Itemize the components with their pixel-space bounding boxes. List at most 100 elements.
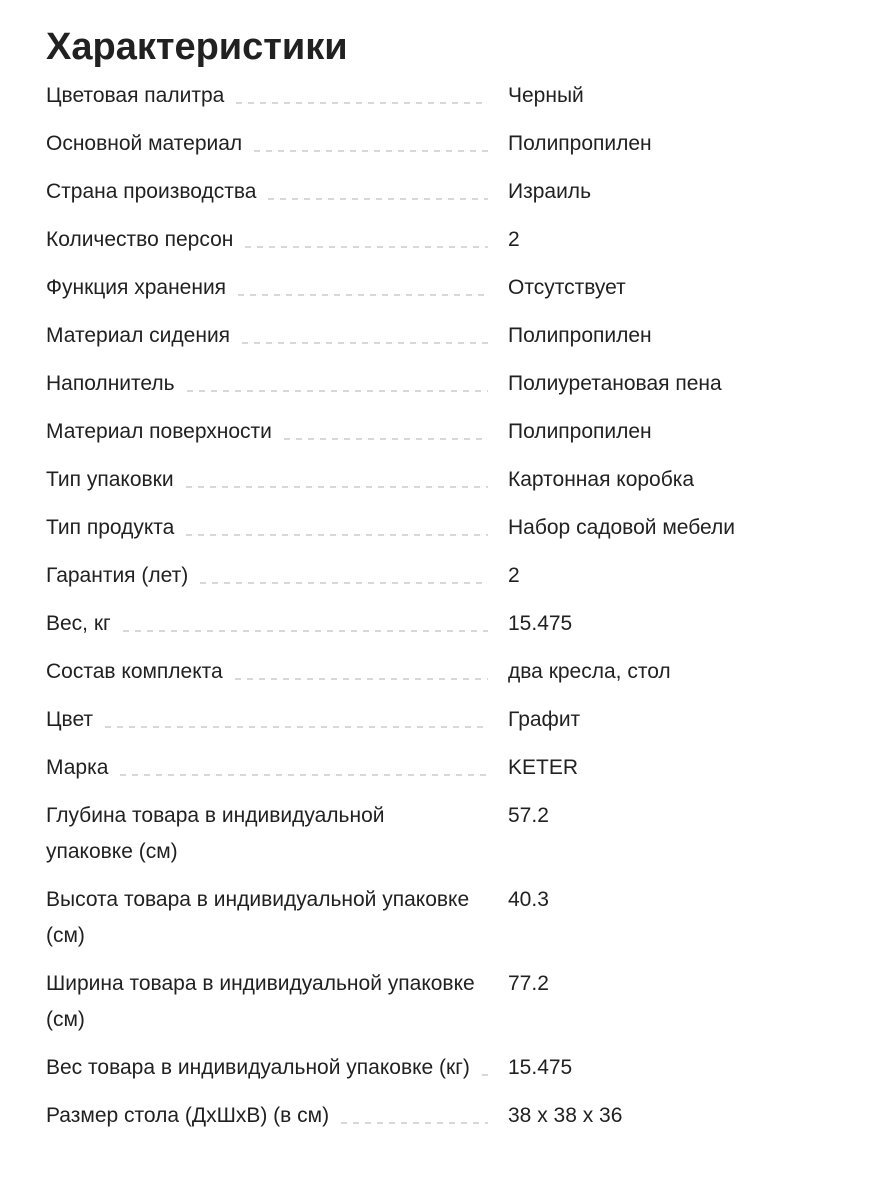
spec-value: 77.2: [508, 972, 549, 995]
spec-value: KETER: [508, 756, 579, 779]
spec-value: Графит: [508, 708, 581, 731]
spec-label: Марка: [46, 756, 109, 779]
spec-label: Цветовая палитра: [46, 84, 225, 107]
spec-label-cell: Марка: [46, 750, 508, 786]
dotted-leader: [105, 726, 488, 728]
spec-row: Размер стола (ДхШхВ) (в см) 38 x 38 x 36: [46, 1098, 826, 1134]
spec-value: 15.475: [508, 1056, 573, 1079]
spec-row: Материал сидения Полипропилен: [46, 318, 826, 354]
spec-label-cell: Страна производства: [46, 174, 508, 210]
spec-row: Цветовая палитра Черный: [46, 78, 826, 114]
dotted-leader: [238, 294, 488, 296]
spec-row: Ширина товара в индивидуальной упаковке …: [46, 966, 826, 1038]
spec-label: Ширина товара в индивидуальной упаковке …: [46, 972, 475, 1031]
spec-label-cell: Функция хранения: [46, 270, 508, 306]
spec-label-cell: Размер стола (ДхШхВ) (в см): [46, 1098, 508, 1134]
dotted-leader: [185, 486, 488, 488]
spec-label-cell: Глубина товара в индивидуальной упаковке…: [46, 798, 508, 870]
spec-label-cell: Тип упаковки: [46, 462, 508, 498]
spec-row: Материал поверхности Полипропилен: [46, 414, 826, 450]
spec-value: Отсутствует: [508, 276, 626, 299]
spec-value: два кресла, стол: [508, 660, 671, 683]
spec-label: Вес, кг: [46, 612, 111, 635]
spec-label-cell: Наполнитель: [46, 366, 508, 402]
spec-row: Высота товара в индивидуальной упаковке …: [46, 882, 826, 954]
spec-label: Функция хранения: [46, 276, 227, 299]
specs-list: Цветовая палитра Черный Основной материа…: [46, 78, 826, 1134]
spec-row: Вес товара в индивидуальной упаковке (кг…: [46, 1050, 826, 1086]
dotted-leader: [186, 534, 488, 536]
spec-label: Страна производства: [46, 180, 257, 203]
spec-label: Глубина товара в индивидуальной упаковке…: [46, 804, 385, 863]
spec-value: Полипропилен: [508, 420, 652, 443]
spec-label-cell: Высота товара в индивидуальной упаковке …: [46, 882, 508, 954]
spec-label: Материал сидения: [46, 324, 231, 347]
spec-value: Полипропилен: [508, 324, 652, 347]
spec-row: Цвет Графит: [46, 702, 826, 738]
dotted-leader: [242, 342, 488, 344]
page-title: Характеристики: [46, 26, 348, 68]
spec-value: 57.2: [508, 804, 549, 827]
dotted-leader: [254, 150, 488, 152]
spec-label: Размер стола (ДхШхВ) (в см): [46, 1104, 330, 1127]
dotted-leader: [481, 1074, 488, 1076]
spec-label: Тип упаковки: [46, 468, 174, 491]
dotted-leader: [200, 582, 488, 584]
spec-row: Состав комплекта два кресла, стол: [46, 654, 826, 690]
spec-label: Вес товара в индивидуальной упаковке (кг…: [46, 1056, 470, 1079]
dotted-leader: [245, 246, 488, 248]
spec-label-cell: Материал поверхности: [46, 414, 508, 450]
spec-label: Количество персон: [46, 228, 234, 251]
spec-label-cell: Вес, кг: [46, 606, 508, 642]
spec-label-cell: Ширина товара в индивидуальной упаковке …: [46, 966, 508, 1038]
spec-label-cell: Основной материал: [46, 126, 508, 162]
spec-label: Цвет: [46, 708, 94, 731]
spec-row: Функция хранения Отсутствует: [46, 270, 826, 306]
spec-label-cell: Цвет: [46, 702, 508, 738]
spec-row: Вес, кг 15.475: [46, 606, 826, 642]
spec-label: Материал поверхности: [46, 420, 272, 443]
spec-label: Состав комплекта: [46, 660, 223, 683]
spec-value: Картонная коробка: [508, 468, 695, 491]
dotted-leader: [186, 390, 488, 392]
dotted-leader: [283, 438, 488, 440]
spec-label: Тип продукта: [46, 516, 175, 539]
spec-label-cell: Материал сидения: [46, 318, 508, 354]
spec-value: 2: [508, 564, 520, 587]
spec-value: 40.3: [508, 888, 549, 911]
dotted-leader: [236, 102, 488, 104]
spec-value: 15.475: [508, 612, 573, 635]
spec-label-cell: Вес товара в индивидуальной упаковке (кг…: [46, 1050, 508, 1086]
dotted-leader: [122, 630, 488, 632]
spec-value: 38 x 38 x 36: [508, 1104, 623, 1127]
spec-value: Израиль: [508, 180, 592, 203]
spec-row: Основной материал Полипропилен: [46, 126, 826, 162]
spec-label-cell: Гарантия (лет): [46, 558, 508, 594]
dotted-leader: [268, 198, 488, 200]
spec-value: Полипропилен: [508, 132, 652, 155]
spec-value: Набор садовой мебели: [508, 516, 735, 539]
spec-row: Марка KETER: [46, 750, 826, 786]
spec-value: Черный: [508, 84, 584, 107]
spec-row: Количество персон 2: [46, 222, 826, 258]
spec-label-cell: Цветовая палитра: [46, 78, 508, 114]
dotted-leader: [234, 678, 488, 680]
spec-value: 2: [508, 228, 520, 251]
spec-row: Тип упаковки Картонная коробка: [46, 462, 826, 498]
spec-label: Гарантия (лет): [46, 564, 189, 587]
dotted-leader: [120, 774, 488, 776]
dotted-leader: [341, 1122, 488, 1124]
spec-value: Полиуретановая пена: [508, 372, 722, 395]
spec-row: Глубина товара в индивидуальной упаковке…: [46, 798, 826, 870]
spec-row: Тип продукта Набор садовой мебели: [46, 510, 826, 546]
spec-row: Гарантия (лет) 2: [46, 558, 826, 594]
spec-label-cell: Состав комплекта: [46, 654, 508, 690]
spec-label: Основной материал: [46, 132, 243, 155]
spec-row: Наполнитель Полиуретановая пена: [46, 366, 826, 402]
spec-label-cell: Количество персон: [46, 222, 508, 258]
spec-label-cell: Тип продукта: [46, 510, 508, 546]
spec-label: Высота товара в индивидуальной упаковке …: [46, 888, 470, 947]
spec-label: Наполнитель: [46, 372, 175, 395]
spec-row: Страна производства Израиль: [46, 174, 826, 210]
